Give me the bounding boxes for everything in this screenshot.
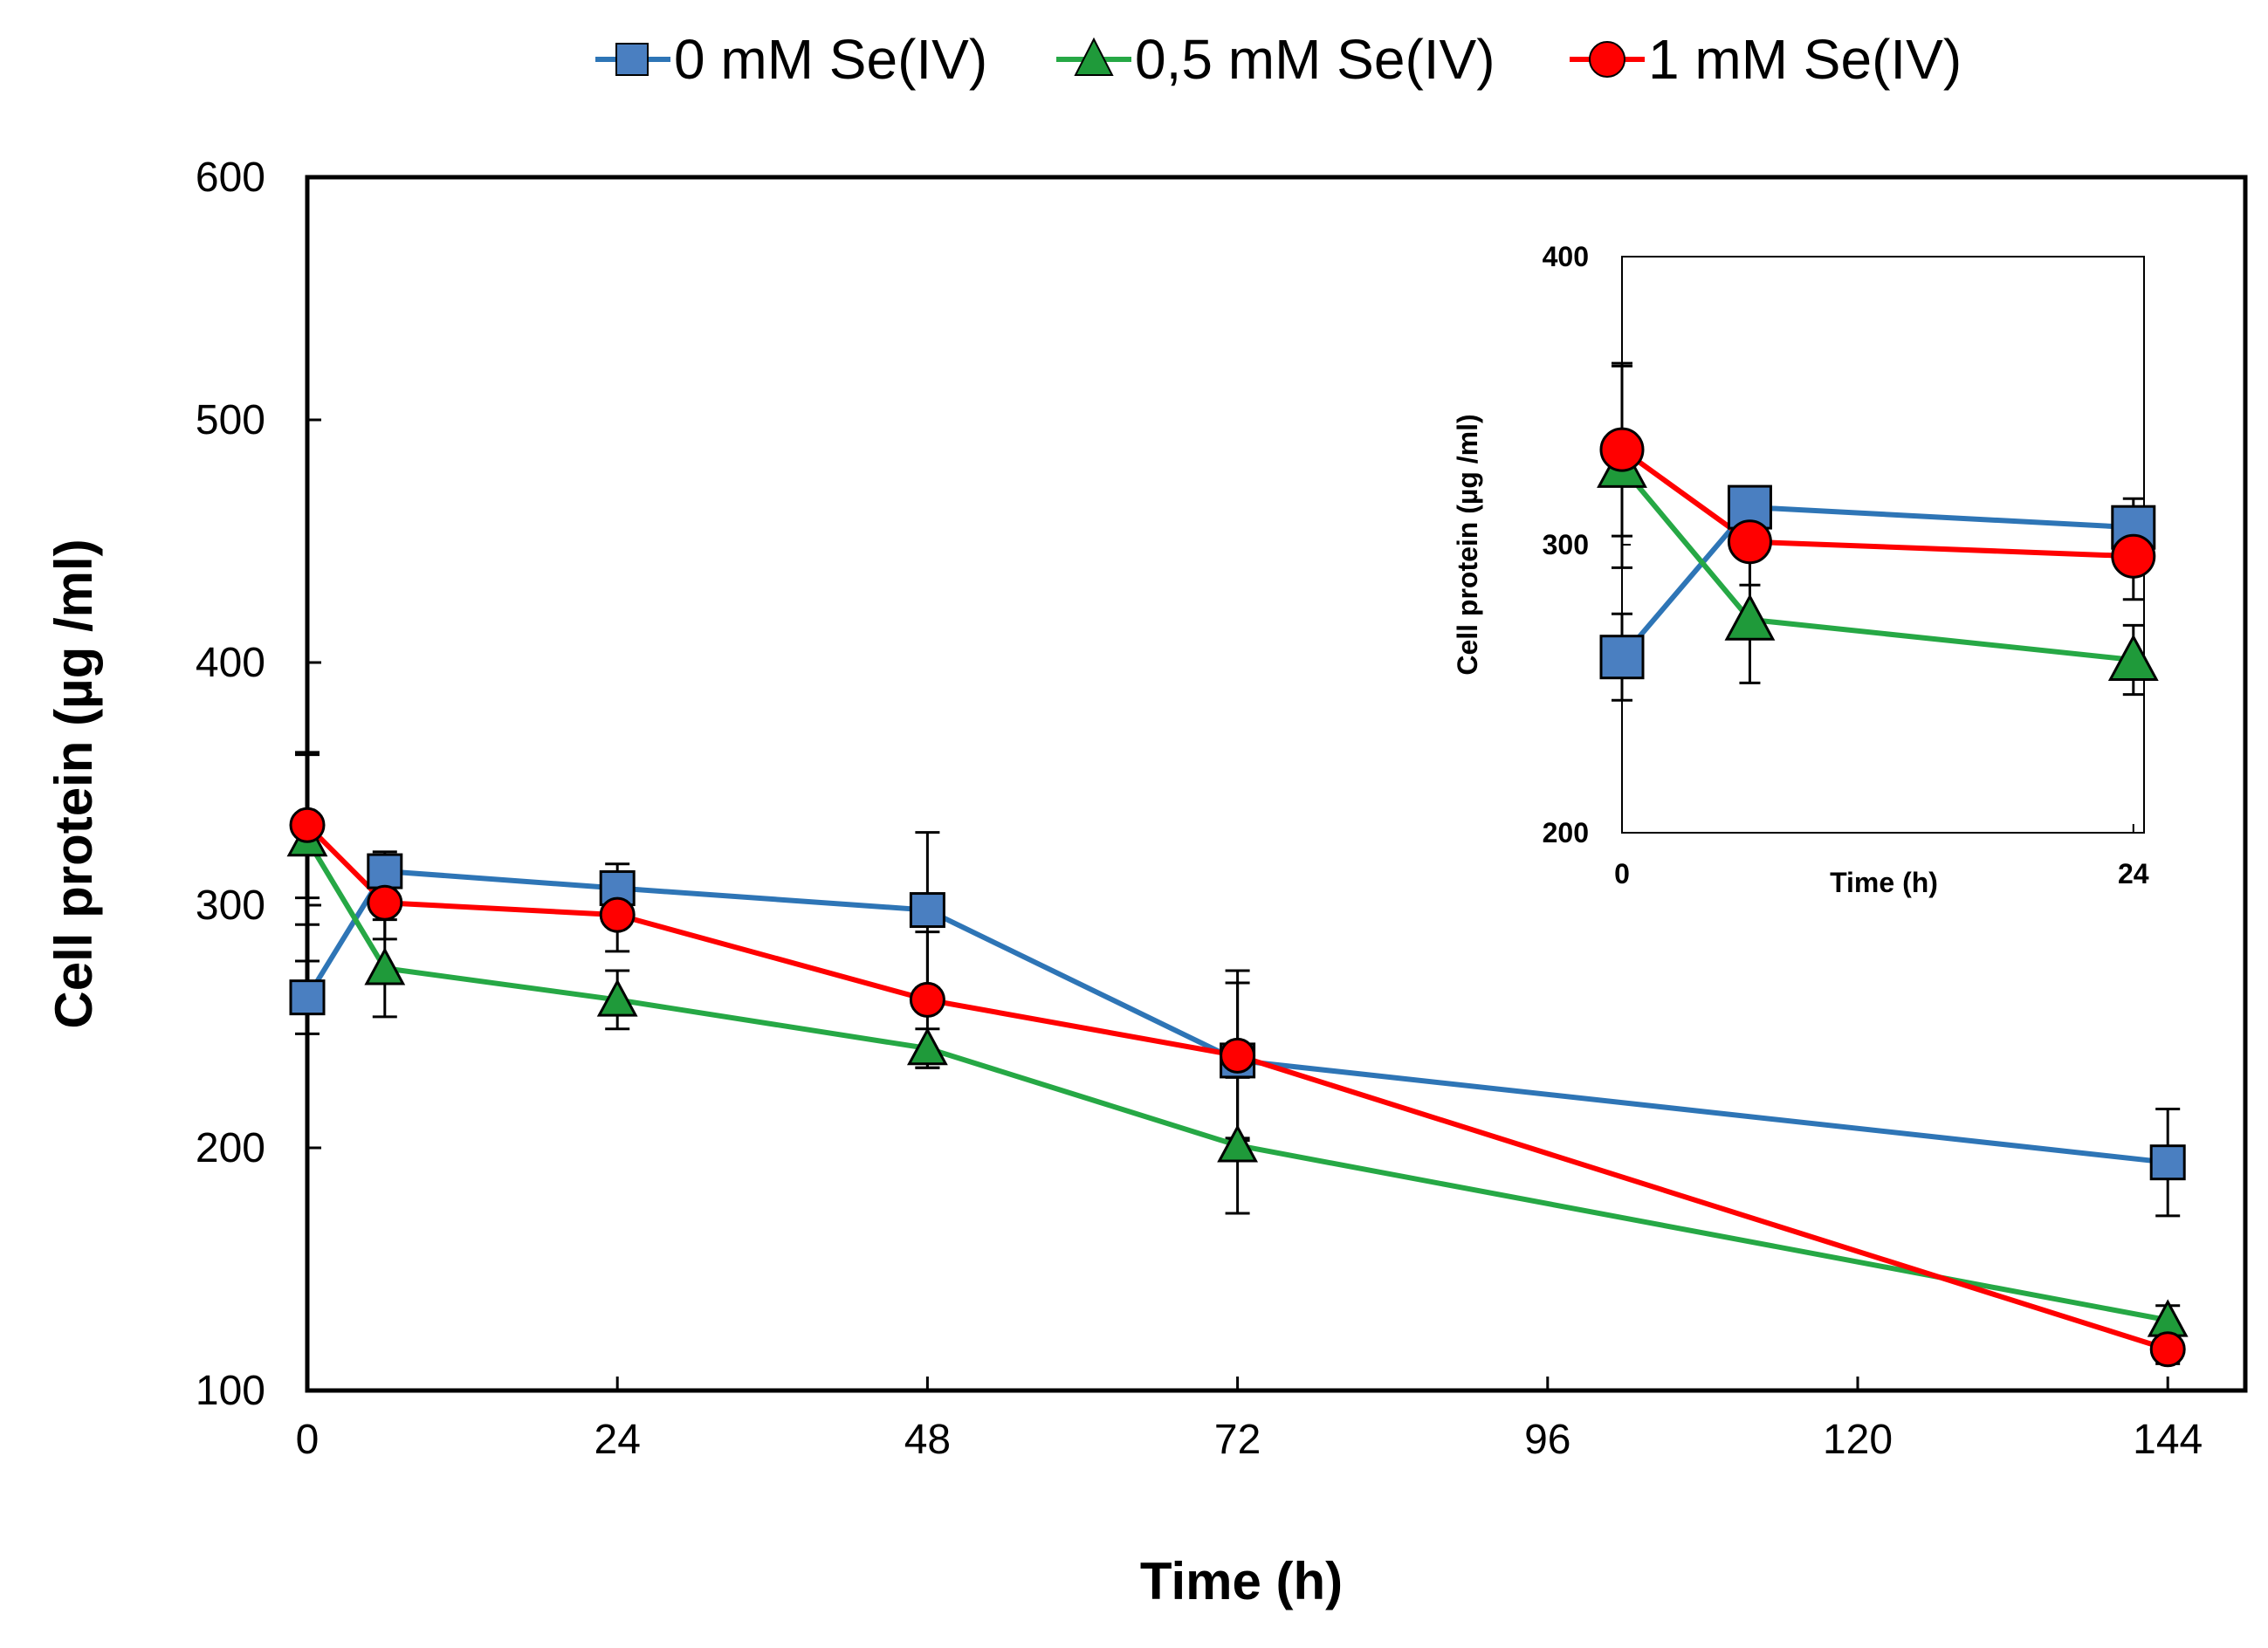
- main-y-tick-label-0: 100: [196, 1368, 265, 1414]
- inset-y-tick-label-1: 300: [1543, 529, 1589, 560]
- main-series-line-2: [305, 823, 2169, 1352]
- main-point-0-5: [2149, 1144, 2186, 1181]
- legend-marker-1: [1074, 37, 1114, 76]
- legend-item-0: 0 mM Se(IV): [595, 28, 987, 91]
- main-x-tick-label-6: 144: [2133, 1417, 2203, 1463]
- legend: 0 mM Se(IV) 0,5 mM Se(IV) 1 mM Se(IV): [595, 28, 1962, 91]
- inset-series: [1597, 361, 2159, 702]
- legend-label-0: 0 mM Se(IV): [674, 28, 987, 91]
- inset-point-1-2: [2107, 634, 2159, 681]
- main-x-tick-label-3: 72: [1214, 1417, 1261, 1463]
- main-x-tick-label-2: 48: [904, 1417, 951, 1463]
- inset-plot: 200 300 400 0 24 Time (h) Cell protein (µg …: [1452, 241, 2159, 898]
- main-y-axis-title: Cell protein (µg /ml): [45, 539, 103, 1028]
- main-point-2-4: [1220, 1037, 1256, 1074]
- main-y-tick-label-5: 600: [196, 154, 265, 201]
- legend-marker-0: [615, 43, 649, 76]
- main-plot: 100 200 300 400 500 600 0 24 48 72 96 120 144 Time …: [45, 154, 2248, 1610]
- inset-point-2-0: [1599, 427, 1645, 472]
- legend-label-2: 1 mM Se(IV): [1648, 28, 1962, 91]
- main-point-2-1: [367, 884, 403, 921]
- inset-y-tick-label-0: 200: [1543, 817, 1589, 848]
- inset-point-2-2: [2111, 533, 2156, 579]
- main-point-2-2: [599, 896, 636, 933]
- main-point-1-1: [364, 947, 406, 985]
- inset-y-axis: 200 300 400: [1543, 241, 1631, 848]
- inset-x-tick-label-1: 24: [2118, 858, 2149, 889]
- main-point-1-4: [1217, 1124, 1259, 1163]
- main-point-0-3: [909, 892, 945, 929]
- inset-point-2-1: [1727, 519, 1772, 565]
- main-x-axis-title: Time (h): [1140, 1552, 1343, 1610]
- main-point-1-3: [906, 1027, 948, 1066]
- inset-y-axis-title: Cell protein (µg /ml): [1452, 414, 1483, 675]
- legend-item-1: 0,5 mM Se(IV): [1056, 28, 1495, 91]
- main-point-2-3: [909, 981, 945, 1018]
- main-point-1-2: [596, 978, 638, 1017]
- main-series: [286, 751, 2189, 1368]
- main-point-2-5: [2149, 1331, 2186, 1368]
- main-x-tick-label-4: 96: [1524, 1417, 1570, 1463]
- legend-marker-2: [1589, 41, 1625, 78]
- main-y-tick-label-3: 400: [196, 640, 265, 686]
- main-x-tick-label-5: 120: [1823, 1417, 1893, 1463]
- inset-y-tick-label-2: 400: [1543, 241, 1589, 272]
- main-x-axis: 0 24 48 72 96 120 144: [296, 1377, 2203, 1463]
- main-point-0-1: [367, 853, 403, 889]
- main-x-tick-label-1: 24: [594, 1417, 641, 1463]
- main-x-tick-label-0: 0: [296, 1417, 320, 1463]
- main-y-tick-label-1: 200: [196, 1125, 265, 1171]
- main-y-axis: 100 200 300 400 500 600: [196, 154, 321, 1414]
- legend-item-2: 1 mM Se(IV): [1570, 28, 1962, 91]
- inset-point-0-0: [1599, 635, 1645, 680]
- inset-x-axis-title: Time (h): [1830, 867, 1938, 898]
- inset-x-axis: 0 24: [1614, 824, 2149, 889]
- main-point-2-0: [289, 807, 326, 843]
- main-series-line-1: [305, 838, 2168, 1323]
- legend-label-1: 0,5 mM Se(IV): [1135, 28, 1495, 91]
- inset-x-tick-label-0: 0: [1614, 858, 1630, 889]
- inset-point-1-1: [1724, 594, 1776, 641]
- main-y-tick-label-2: 300: [196, 882, 265, 929]
- main-y-tick-label-4: 500: [196, 397, 265, 443]
- main-point-0-0: [289, 979, 326, 1016]
